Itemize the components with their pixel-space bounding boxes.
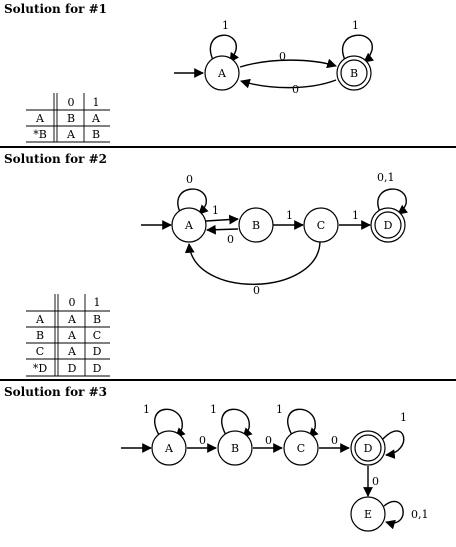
dfa2-state-D-label: D xyxy=(384,219,393,232)
dfa-1: 1 1 0 0 A B xyxy=(174,19,374,96)
dfa3-loop-D xyxy=(381,430,405,459)
dfa2-state-A xyxy=(171,207,207,243)
table2-cell: D xyxy=(93,362,102,375)
table1-row-state: *B xyxy=(33,128,47,141)
dfa3-state-A xyxy=(151,430,187,466)
dfa3-label-D-D: 1 xyxy=(400,411,407,424)
table2-cell: C xyxy=(93,329,101,342)
table2-row-state: A xyxy=(35,313,45,326)
dfa1-state-B-label: B xyxy=(350,67,358,80)
table2-header-1: 1 xyxy=(94,296,101,309)
dfa2-state-C-label: C xyxy=(317,219,325,232)
section-1-heading: Solution for #1 xyxy=(4,2,108,16)
table2-row-state: C xyxy=(36,345,44,358)
dfa3-loop-B xyxy=(221,408,253,438)
section-2-heading: Solution for #2 xyxy=(4,152,108,166)
dfa1-state-A xyxy=(204,55,240,91)
dfa1-edge-A-B xyxy=(239,58,337,69)
section-3-heading: Solution for #3 xyxy=(4,385,108,399)
dfa1-label-B-B: 1 xyxy=(352,19,359,32)
dfa3-state-E xyxy=(350,496,386,532)
transition-table-1: 0 1 A B A *B A B xyxy=(26,93,110,143)
dfa3-label-B-C: 0 xyxy=(265,434,272,447)
section-3-divider xyxy=(0,379,456,381)
dfa3-state-C-label: C xyxy=(297,442,305,455)
table1-header-0: 0 xyxy=(68,96,75,109)
dfa2-loop-A xyxy=(177,188,209,215)
dfa2-edge-B-A xyxy=(206,224,239,235)
table2-cell: A xyxy=(67,313,77,326)
dfa2-label-D-D: 0,1 xyxy=(377,171,395,184)
dfa3-label-E-E: 0,1 xyxy=(411,508,429,521)
dfa3-label-B-B: 1 xyxy=(210,403,217,416)
dfa2-label-C-A: 0 xyxy=(253,284,260,297)
dfa3-state-A-label: A xyxy=(164,442,174,455)
table2-row-state: B xyxy=(36,329,44,342)
dfa2-loop-D xyxy=(377,188,408,215)
dfa3-state-B xyxy=(217,430,253,466)
table1-cell: B xyxy=(67,112,75,125)
dfa2-label-A-B: 1 xyxy=(212,204,219,217)
dfa2-label-B-C: 1 xyxy=(286,209,293,222)
dfa1-edge-B-A xyxy=(240,78,337,89)
dfa3-state-B-label: B xyxy=(231,442,239,455)
dfa3-state-D-label: D xyxy=(364,442,373,455)
dfa3-label-A-A: 1 xyxy=(143,403,150,416)
dfa2-state-A-label: A xyxy=(184,219,194,232)
dfa2-edge-A-B xyxy=(205,214,239,225)
table2-header-0: 0 xyxy=(69,296,76,309)
section-2-divider xyxy=(0,146,456,148)
table2-cell: A xyxy=(67,329,77,342)
dfa2-edge-C-A xyxy=(184,241,321,285)
dfa3-state-E-label: E xyxy=(364,508,372,521)
table1-header-1: 1 xyxy=(93,96,100,109)
table1-cell: B xyxy=(92,128,100,141)
table2-cell: B xyxy=(93,313,101,326)
table2-cell: D xyxy=(68,362,77,375)
dfa3-label-A-B: 0 xyxy=(199,434,206,447)
dfa-2: 0 1 0 1 1 0 0,1 A B C xyxy=(141,171,408,297)
dfa3-loop-C xyxy=(287,408,319,438)
dfa3-label-C-D: 0 xyxy=(331,434,338,447)
dfa1-state-B-accept-ring xyxy=(340,59,368,87)
dfa1-state-A-label: A xyxy=(217,67,227,80)
dfa2-label-B-A: 0 xyxy=(227,233,234,246)
dfa2-state-D-accept-ring xyxy=(374,211,402,239)
dfa3-state-D-accept-ring xyxy=(354,434,382,462)
dfa-3: 1 1 1 1 0,1 0 0 0 0 A B C xyxy=(121,403,429,532)
dfa1-label-B-A: 0 xyxy=(292,83,299,96)
transition-table-2: 0 1 A A B B A C C A D *D D D xyxy=(26,294,110,377)
dfa3-label-C-C: 1 xyxy=(276,403,283,416)
dfa1-label-A-A: 1 xyxy=(222,19,229,32)
dfa1-loop-B xyxy=(342,34,374,63)
table1-cell: A xyxy=(91,112,101,125)
dfa2-state-B-label: B xyxy=(252,219,260,232)
table1-row-state: A xyxy=(35,112,45,125)
dfa2-label-A-A: 0 xyxy=(186,173,193,186)
dfa2-state-C xyxy=(303,207,339,243)
dfa3-state-C xyxy=(283,430,319,466)
dfa3-loop-E xyxy=(383,500,404,530)
dfa1-label-A-B: 0 xyxy=(279,50,286,63)
table2-cell: A xyxy=(67,345,77,358)
dfa2-state-B xyxy=(238,207,274,243)
table2-cell: D xyxy=(93,345,102,358)
dfa3-label-D-E: 0 xyxy=(372,475,379,488)
dfa2-label-C-D: 1 xyxy=(352,209,359,222)
table1-cell: A xyxy=(66,128,76,141)
table2-row-state: *D xyxy=(33,362,48,375)
